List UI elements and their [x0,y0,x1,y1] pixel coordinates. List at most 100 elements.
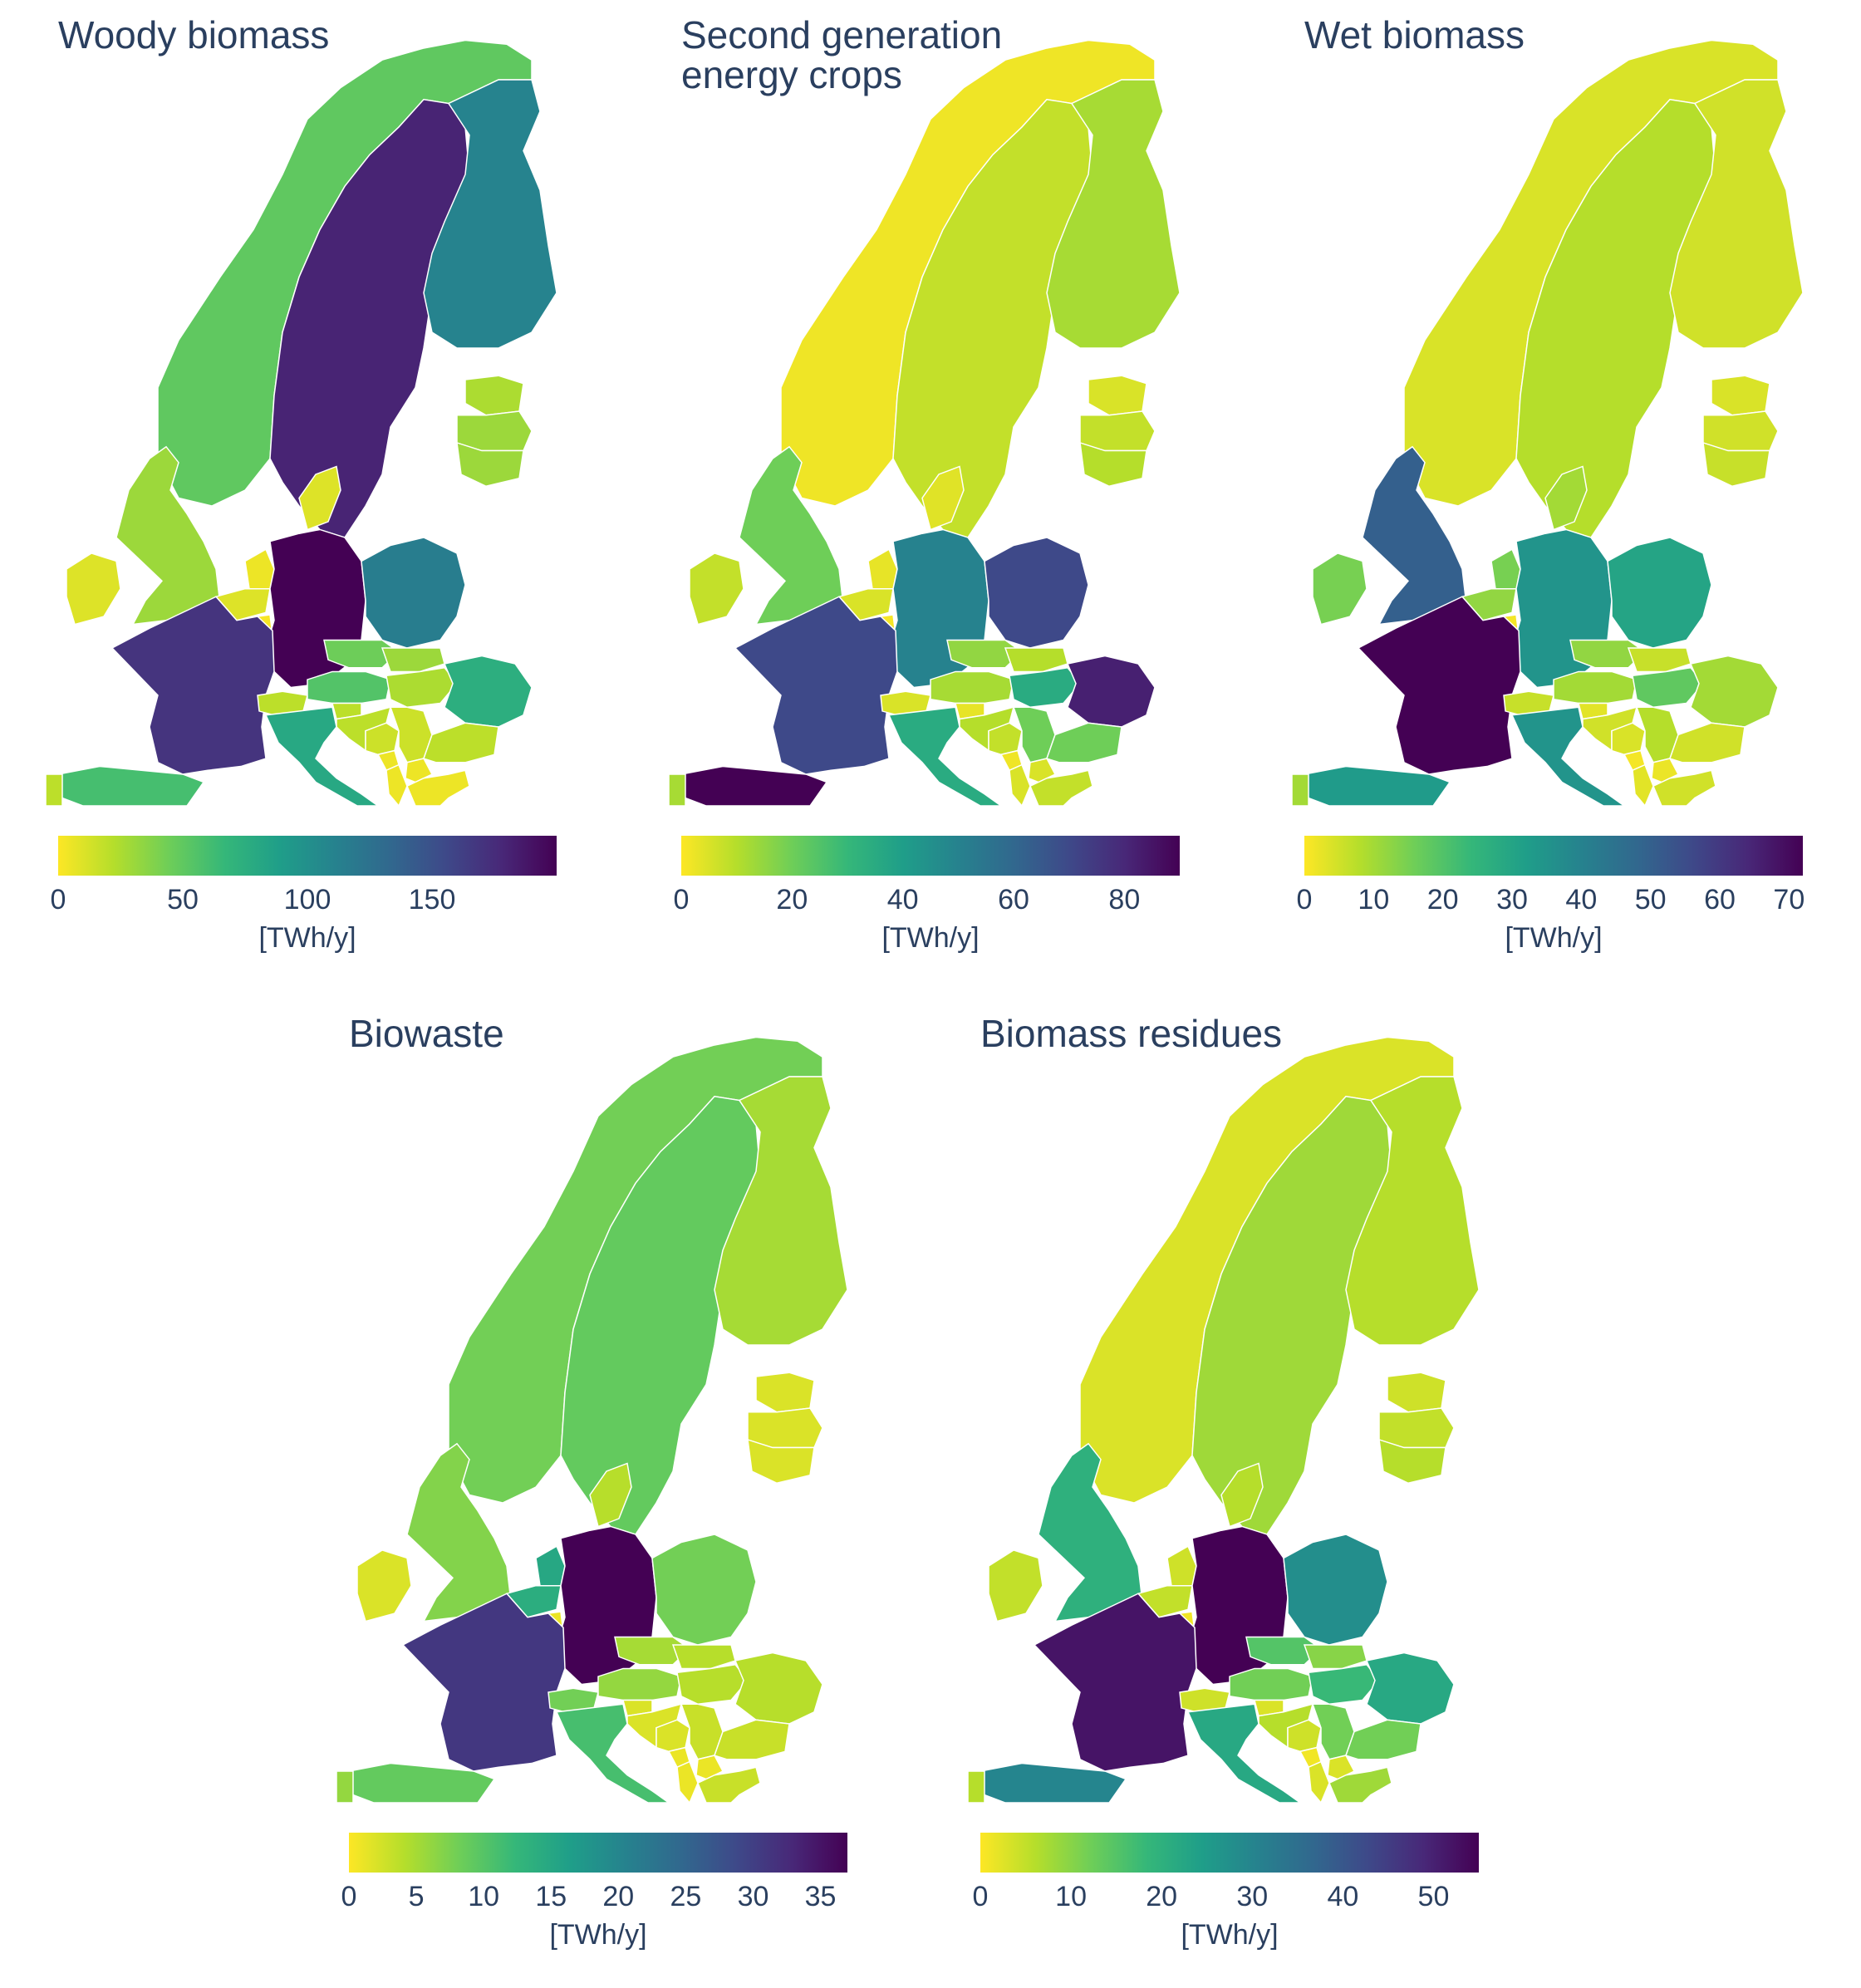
country-gb [406,1442,512,1622]
colorbar-tick-label: 40 [886,884,919,915]
colorbar-tick-label: 30 [737,1881,769,1912]
colorbar-tick-label: 0 [341,1881,357,1912]
country-at [1553,670,1638,704]
country-al [385,763,408,807]
colorbar-tick-label: 25 [670,1881,702,1912]
country-it [1510,706,1627,807]
country-dk [1544,465,1588,531]
country-nl [867,548,898,590]
country-fi [1046,79,1181,349]
country-lt [747,1438,815,1485]
country-dk [589,1462,632,1528]
country-es [1304,765,1451,807]
country-lv [1378,1407,1455,1449]
country-hu [676,1663,749,1705]
map-panel-biowaste: Biowaste 0 5 10 15 20 25 30 35 [TWh/y] [324,1005,922,1951]
country-sk [381,647,445,673]
country-hu [385,666,458,708]
country-es [680,765,828,807]
colorbar-tick-label: 20 [776,884,808,915]
europe-map [668,39,1181,807]
country-bg [714,1719,790,1760]
panel-title: Wet biomass [1304,13,1525,56]
country-bg [1345,1719,1422,1760]
country-dk [921,465,965,531]
country-ee [1387,1372,1446,1413]
colorbar-tick-label: 0 [972,1881,989,1912]
country-ee [464,375,524,416]
country-bg [1046,722,1122,763]
country-fi [714,1076,848,1346]
country-bg [423,722,499,763]
country-at [307,670,391,704]
country-sk [1004,647,1068,673]
country-pl [984,537,1089,649]
colorbar-tick-label: 10 [1055,1881,1087,1912]
country-ro [1365,1652,1455,1725]
map-panel-second-generation-energy-crops: Second generation energy crops 0 20 40 60 80… [656,8,1255,954]
country-gb [1038,1442,1143,1622]
country-gr [1652,769,1716,807]
country-pt [668,773,686,807]
colorbar-tick-label: 50 [167,884,199,915]
colorbar [1304,836,1803,876]
country-it [555,1703,671,1804]
country-ie [988,1549,1043,1622]
colorbar-ticks: 0 50 100 150 [51,884,557,917]
country-nl [535,1545,566,1587]
colorbar-tick-label: 50 [1634,884,1667,915]
country-pl [1283,1534,1388,1646]
country-lt [1702,441,1770,488]
country-lv [1079,410,1156,452]
colorbar-tick-label: 40 [1565,884,1598,915]
colorbar-tick-label: 40 [1327,1881,1359,1912]
country-sk [1303,1644,1368,1670]
country-pl [361,537,466,649]
panel-title: Woody biomass [58,13,330,56]
colorbar-ticks: 0 10 20 30 40 50 60 70 [1297,884,1805,917]
country-it [264,706,381,807]
country-al [1308,1760,1330,1804]
colorbar [980,1833,1479,1873]
colorbar-tick-label: 30 [1236,1881,1269,1912]
colorbar-tick-label: 70 [1773,884,1805,915]
panel-title: Biomass residues [980,1012,1283,1055]
colorbar-tick-label: 0 [673,884,690,915]
country-it [887,706,1004,807]
panel-title: Second generation energy crops [681,13,1003,96]
country-sk [1627,647,1692,673]
country-gb [115,445,221,626]
country-ee [1711,375,1770,416]
colorbar-tick-label: 30 [1496,884,1528,915]
country-gb [739,445,844,626]
country-al [1632,763,1654,807]
country-gr [1328,1766,1392,1804]
colorbar-tick-label: 35 [804,1881,837,1912]
colorbar-ticks: 0 20 40 60 80 [674,884,1180,917]
country-ie [356,1549,412,1622]
country-pt [967,1770,985,1804]
colorbar-tick-label: 10 [468,1881,500,1912]
country-gr [406,769,470,807]
colorbar-ticks: 0 5 10 15 20 25 30 35 [341,1881,847,1914]
country-fi [1669,79,1804,349]
country-es [980,1762,1127,1804]
country-at [930,670,1014,704]
country-pl [1607,537,1712,649]
europe-map [336,1036,848,1804]
country-lt [1079,441,1147,488]
country-fi [423,79,557,349]
country-pt [1291,773,1309,807]
country-sk [671,1644,736,1670]
colorbar-unit-label: [TWh/y] [258,922,356,954]
country-ro [1689,655,1779,728]
colorbar-ticks: 0 10 20 30 40 50 [973,1881,1479,1914]
country-ro [443,655,533,728]
country-at [597,1667,682,1701]
country-hu [1308,1663,1380,1705]
colorbar [349,1833,847,1873]
country-nl [244,548,275,590]
country-pt [336,1770,354,1804]
country-gr [1029,769,1093,807]
country-es [57,765,205,807]
